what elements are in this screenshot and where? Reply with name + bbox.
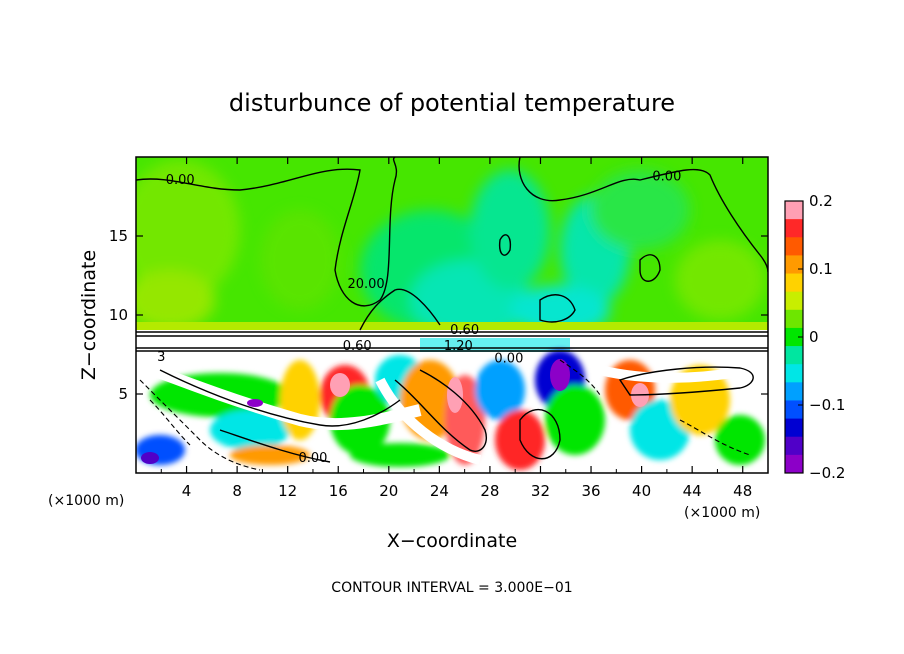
- y-tick-label: 5: [118, 385, 128, 403]
- x-tick-label: 8: [232, 482, 242, 500]
- contour-label: 3: [157, 350, 165, 365]
- x-tick-label: 28: [480, 482, 499, 500]
- colorbar-swatch: [785, 400, 803, 420]
- contour-label: 0.00: [298, 451, 327, 466]
- contour-label: 0.00: [494, 351, 523, 366]
- x-tick-label: 36: [581, 482, 600, 500]
- colorbar-swatch: [785, 237, 803, 256]
- colorbar-swatch: [785, 418, 803, 438]
- contour-label: 0.60: [343, 339, 372, 354]
- x-tick-label: 20: [379, 482, 398, 500]
- heatmap-field: [136, 157, 768, 473]
- colorbar-swatch: [785, 327, 803, 347]
- x-tick-label: 44: [683, 482, 702, 500]
- colorbar-swatch: [785, 364, 803, 383]
- x-tick-label: 32: [531, 482, 550, 500]
- colorbar-swatch: [785, 219, 803, 238]
- colorbar-swatch: [785, 382, 803, 401]
- chart-title: disturbunce of potential temperature: [229, 89, 675, 117]
- x-tick-label: 4: [182, 482, 192, 500]
- colorbar-swatch: [785, 291, 803, 311]
- x-axis-ticks: 4 8 12 16 20 24 28 32 36 40 44 48: [160, 157, 752, 500]
- contour-lines: [136, 157, 768, 471]
- colorbar-tick-label: 0.1: [809, 260, 833, 278]
- x-tick-label: 48: [733, 482, 752, 500]
- colorbar-tick-label: −0.1: [809, 396, 845, 414]
- colorbar-tick-label: 0.2: [809, 192, 833, 210]
- x-tick-label: 16: [329, 482, 348, 500]
- colorbar-swatch: [785, 255, 803, 275]
- colorbar: 0.2 0.1 0 −0.1 −0.2: [784, 192, 845, 482]
- contour-label: 0.00: [652, 170, 681, 185]
- x-axis-label: X−coordinate: [387, 530, 517, 552]
- contour-label: 20.00: [347, 277, 384, 292]
- colorbar-swatch: [785, 436, 803, 456]
- colorbar-swatch: [785, 454, 803, 474]
- x-tick-label: 12: [278, 482, 297, 500]
- colorbar-swatch: [785, 273, 803, 293]
- colorbar-tick-label: −0.2: [809, 464, 845, 482]
- contour-label: 0.00: [166, 173, 195, 188]
- x-tick-label: 24: [430, 482, 449, 500]
- y-tick-label: 15: [109, 227, 128, 245]
- colorbar-swatch: [785, 201, 803, 220]
- contour-label: 1.20: [444, 339, 473, 354]
- y-tick-label: 10: [109, 306, 128, 324]
- colorbar-swatch: [785, 309, 803, 329]
- x-unit-label-right: (×1000 m): [684, 505, 760, 521]
- x-tick-label: 40: [632, 482, 651, 500]
- colorbar-tick-label: 0: [809, 328, 819, 346]
- contour-interval-note: CONTOUR INTERVAL = 3.000E−01: [331, 580, 572, 596]
- x-unit-label-left: (×1000 m): [48, 493, 124, 509]
- contour-label: 0.60: [450, 323, 479, 338]
- y-axis-ticks: 5 10 15: [109, 227, 768, 403]
- colorbar-swatch: [785, 346, 803, 365]
- y-axis-label: Z−coordinate: [78, 250, 100, 380]
